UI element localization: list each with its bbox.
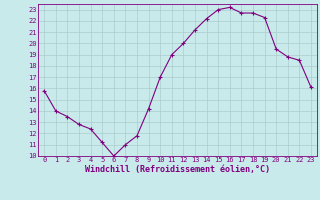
X-axis label: Windchill (Refroidissement éolien,°C): Windchill (Refroidissement éolien,°C) xyxy=(85,165,270,174)
